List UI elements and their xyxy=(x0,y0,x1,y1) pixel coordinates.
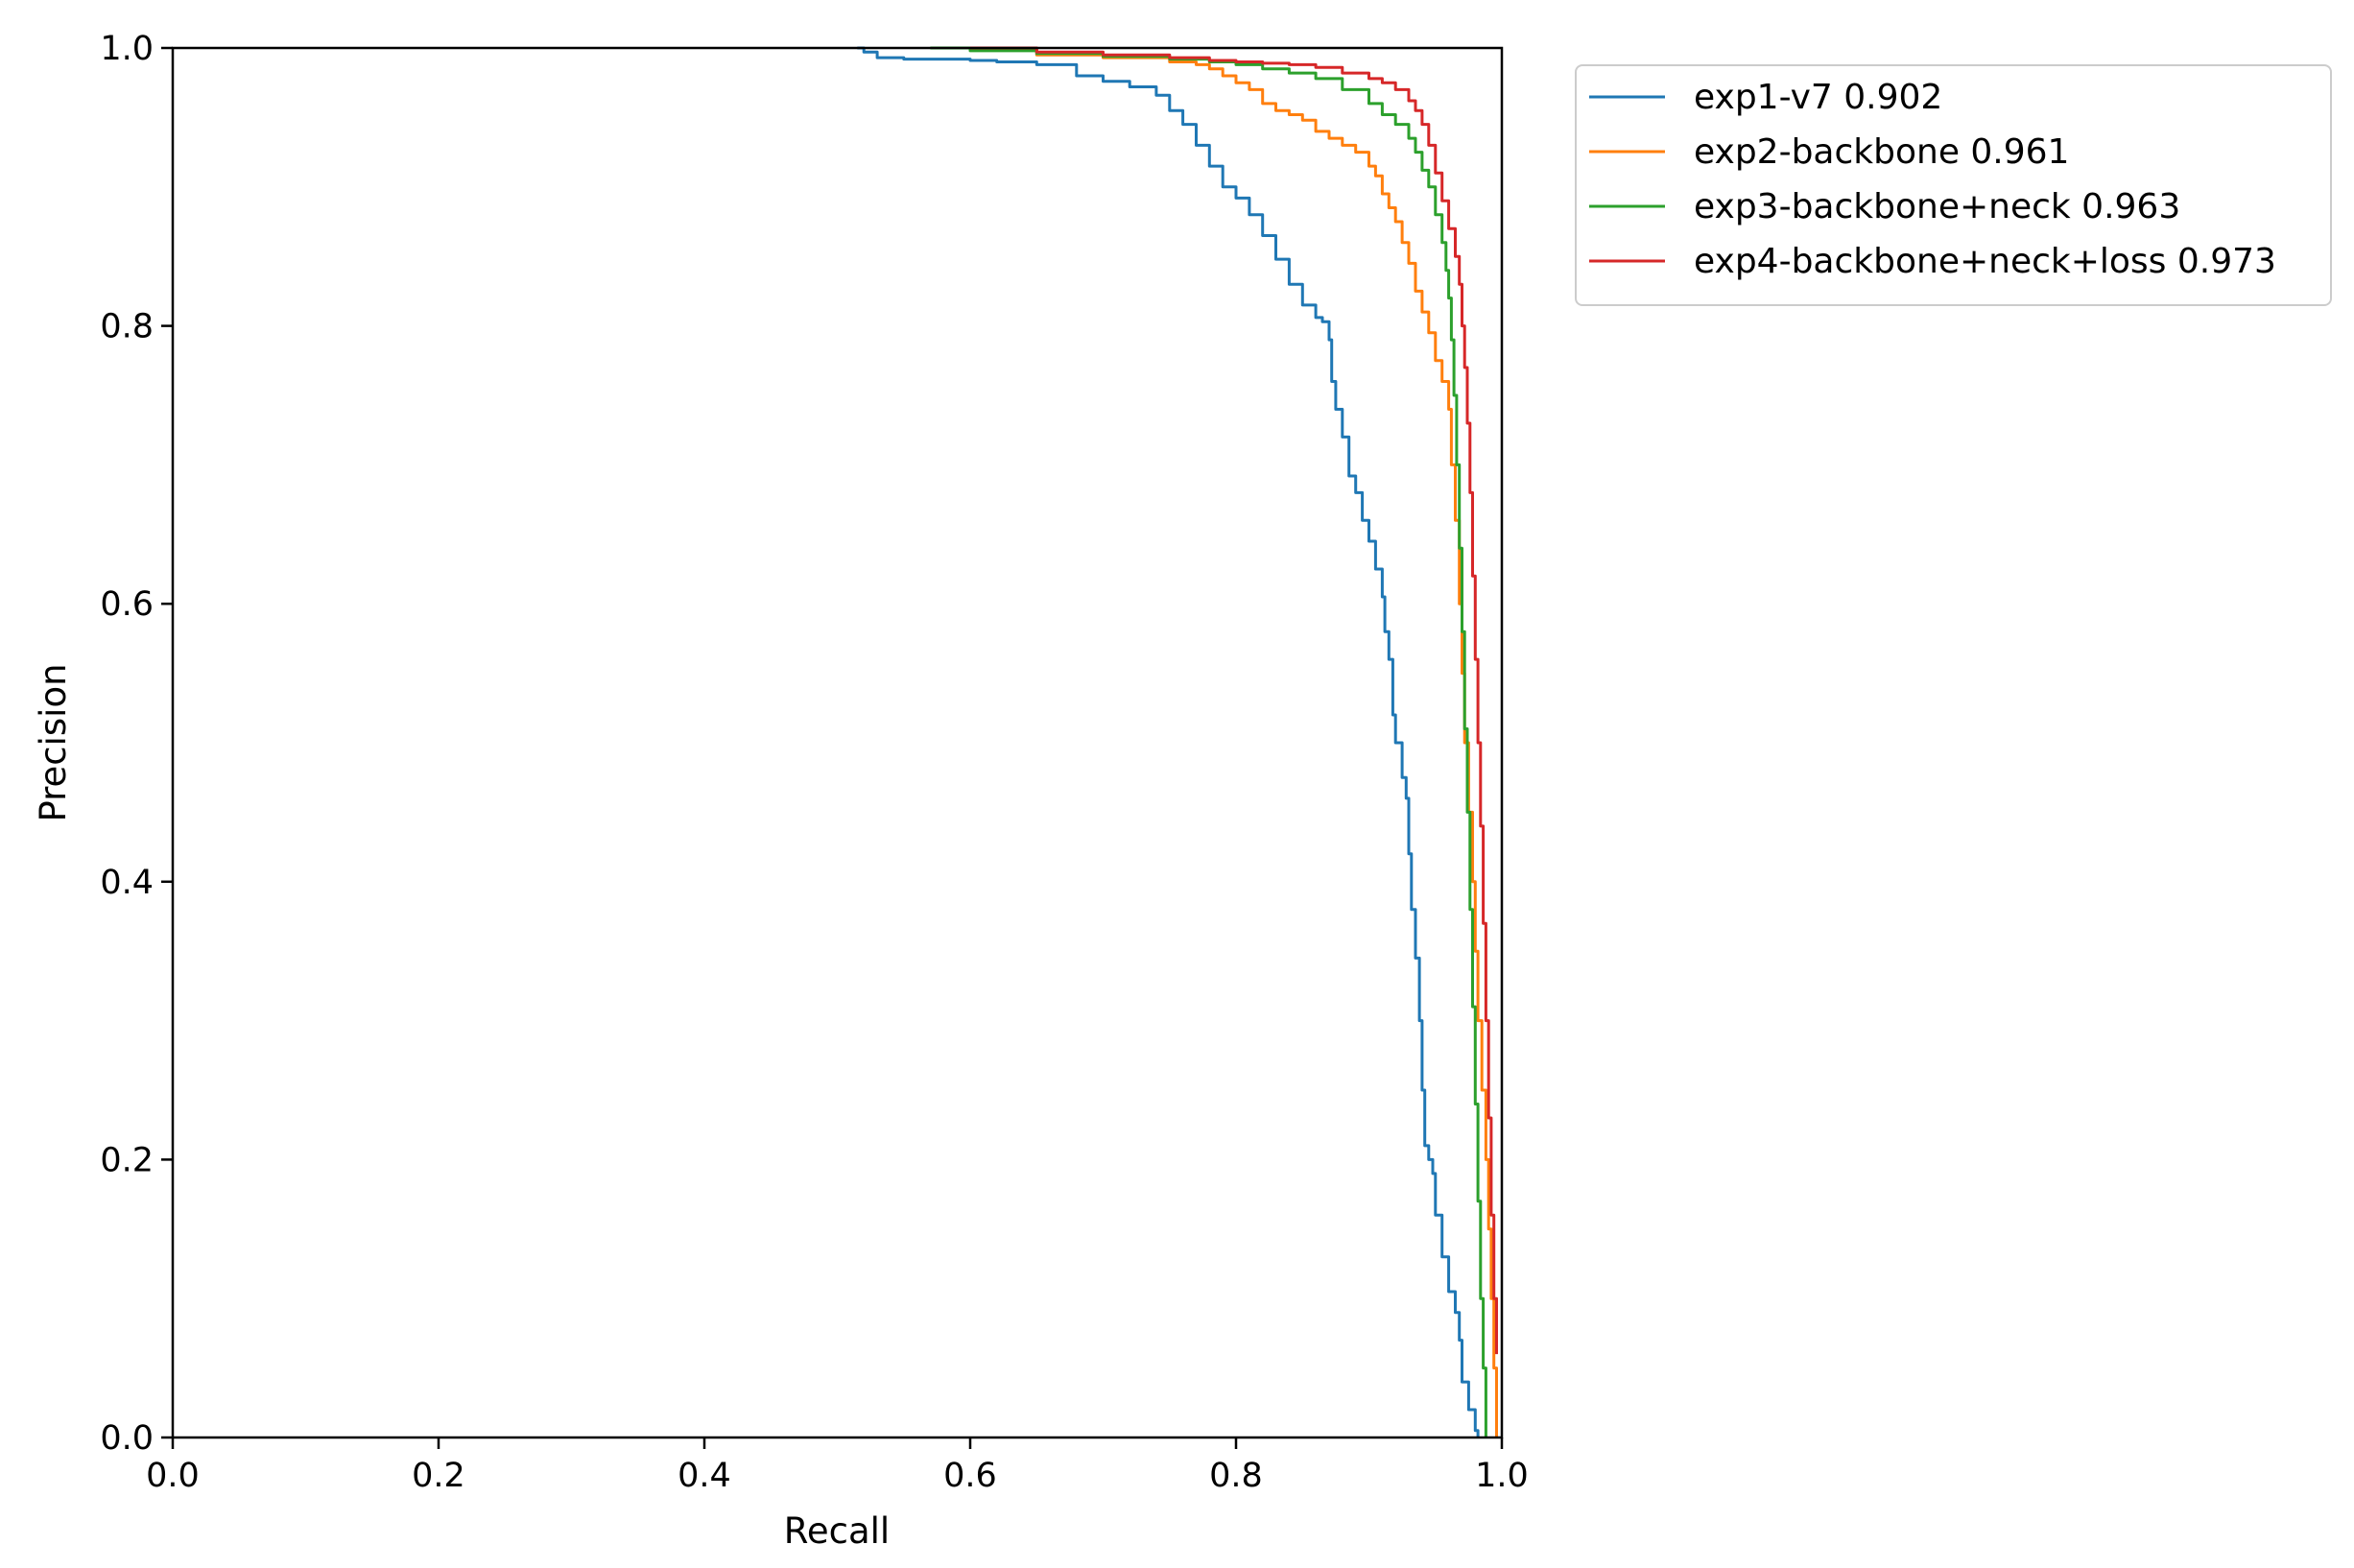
x-tick-label: 0.2 xyxy=(412,1457,465,1495)
series-line-exp1 xyxy=(857,46,1480,1437)
series-line-exp2 xyxy=(996,46,1498,1437)
y-axis: 0.0 0.2 0.4 0.6 0.8 1.0 xyxy=(100,30,173,1458)
x-axis: 0.0 0.2 0.4 0.6 0.8 1.0 xyxy=(146,1437,1529,1495)
y-tick-label: 0.4 xyxy=(100,864,154,902)
legend-label-exp1: exp1-v7 0.902 xyxy=(1694,78,1942,117)
y-tick-label: 0.8 xyxy=(100,308,154,346)
legend-box xyxy=(1575,64,2332,306)
x-tick-label: 0.6 xyxy=(943,1457,997,1495)
x-tick-label: 0.0 xyxy=(146,1457,200,1495)
y-tick-label: 0.2 xyxy=(100,1141,154,1179)
x-tick-label: 0.8 xyxy=(1209,1457,1263,1495)
x-axis-label: Recall xyxy=(784,1510,890,1552)
y-tick-label: 1.0 xyxy=(100,30,154,68)
y-tick-label: 0.0 xyxy=(100,1419,154,1458)
curve-layer xyxy=(857,46,1498,1437)
legend-label-exp3: exp3-backbone+neck 0.963 xyxy=(1694,187,2180,226)
legend-label-exp2: exp2-backbone 0.961 xyxy=(1694,132,2069,172)
series-line-exp3 xyxy=(930,46,1487,1437)
y-axis-label: Precision xyxy=(33,663,74,821)
x-tick-label: 0.4 xyxy=(678,1457,731,1495)
legend: exp1-v7 0.902 exp2-backbone 0.961 exp3-bac… xyxy=(1575,64,2332,306)
series-line-exp4 xyxy=(970,46,1498,1355)
y-tick-label: 0.6 xyxy=(100,585,154,624)
plot-frame xyxy=(171,46,1504,1439)
x-tick-label: 1.0 xyxy=(1475,1457,1529,1495)
legend-label-exp4: exp4-backbone+neck+loss 0.973 xyxy=(1694,242,2276,281)
